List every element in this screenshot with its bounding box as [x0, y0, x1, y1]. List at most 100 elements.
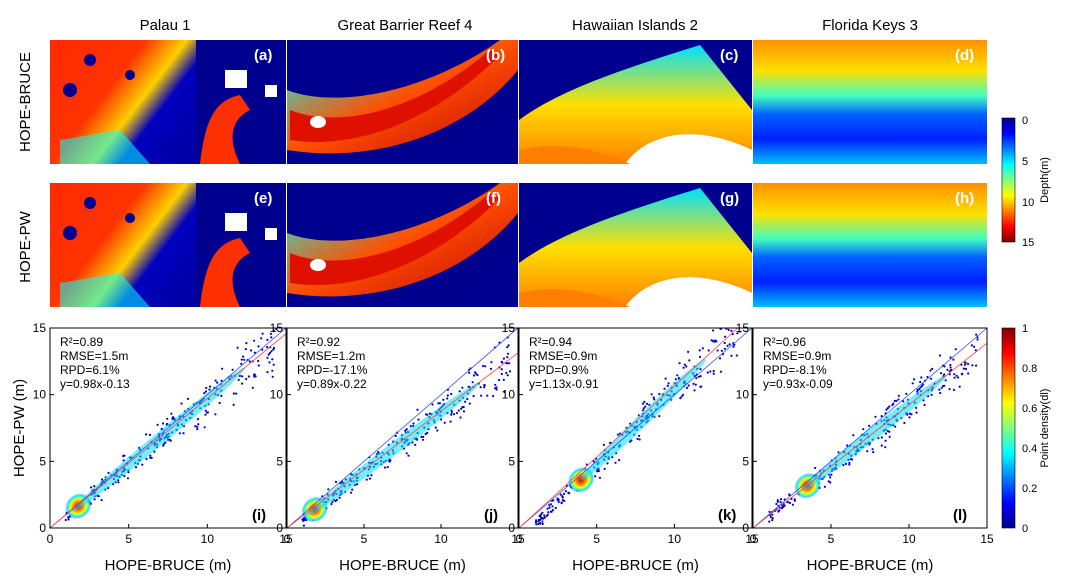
map-panel-g: [519, 183, 752, 307]
depth-colorbar-gradient: [1001, 117, 1016, 243]
scatter-point: [735, 354, 738, 357]
scatter-point: [957, 376, 960, 379]
scatter-point: [241, 382, 244, 385]
scatter-point: [718, 357, 722, 360]
scatter-point: [405, 452, 408, 455]
scatter-point: [711, 339, 714, 342]
scatter-point: [732, 345, 735, 348]
column-title-florida: Florida Keys 3: [822, 17, 918, 34]
scatter-point: [791, 503, 795, 506]
y-tick-label: 15: [270, 321, 284, 335]
scatter-point: [776, 499, 779, 502]
scatter-point: [679, 397, 682, 400]
scatter-point: [915, 406, 918, 409]
scatter-point: [963, 363, 967, 366]
scatter-point: [498, 378, 501, 382]
one-to-one-line: [286, 327, 519, 529]
density-band: [306, 381, 481, 517]
scatter-point: [973, 345, 976, 348]
stats-line: RMSE=0.9m: [529, 349, 597, 363]
scatter-point: [871, 448, 874, 451]
scatter-point: [877, 437, 880, 440]
y-tick-label: 0: [276, 521, 283, 535]
panel-label-f: (f): [486, 190, 501, 207]
scatter-point: [641, 402, 645, 405]
scatter-point: [551, 505, 554, 508]
scatter-point: [658, 392, 661, 396]
scatter-point: [779, 500, 782, 504]
scatter-point: [506, 374, 509, 377]
scatter-point: [663, 387, 666, 390]
scatter-point: [952, 388, 956, 391]
scatter-point: [349, 491, 353, 494]
scatter-point: [872, 451, 875, 454]
scatter-point: [245, 377, 248, 381]
scatter-point: [107, 471, 110, 474]
scatter-point: [67, 516, 70, 519]
scatter-point: [474, 371, 477, 374]
stats-line: R²=0.94: [529, 335, 572, 349]
scatter-point: [506, 362, 509, 365]
scatter-point: [251, 386, 254, 389]
scatter-point: [237, 378, 240, 381]
scatter-point: [241, 375, 244, 378]
scatter-point: [156, 423, 159, 426]
scatter-point: [549, 503, 552, 506]
scatter-point: [954, 348, 957, 351]
x-tick-label: 5: [828, 532, 835, 546]
scatter-point: [541, 511, 544, 514]
scatter-point: [253, 375, 256, 378]
scatter-point: [715, 340, 718, 343]
scatter-point: [958, 385, 961, 388]
scatter-point: [253, 351, 256, 354]
scatter-point: [946, 368, 949, 371]
scatter-point: [204, 409, 207, 412]
x-tick-label: 5: [593, 532, 600, 546]
scatter-point: [783, 504, 786, 507]
x-tick-label: 5: [361, 532, 368, 546]
stats-line: RPD=-17.1%: [297, 363, 368, 377]
column-title-gbr: Great Barrier Reef 4: [337, 17, 472, 34]
scatter-point: [880, 436, 883, 439]
stats-line: R²=0.89: [60, 335, 103, 349]
scatter-point: [771, 519, 774, 522]
scatter-point: [712, 369, 715, 373]
scatter-point: [846, 444, 849, 447]
scatter-point: [486, 394, 489, 397]
scatter-point: [706, 371, 709, 374]
y-tick-label: 5: [276, 454, 283, 468]
x-tick-label: 0: [47, 532, 54, 546]
scatter-point: [452, 413, 456, 416]
density-colorbar-tick: 1: [1022, 323, 1028, 335]
scatter-point: [275, 328, 278, 331]
scatter-point: [186, 397, 190, 400]
scatter-point: [683, 363, 687, 366]
scatter-point: [892, 402, 895, 405]
scatter-point: [414, 443, 417, 446]
scatter-point: [247, 375, 250, 378]
scatter-point: [334, 480, 338, 483]
scatter-point: [949, 366, 952, 369]
scatter-point: [952, 358, 955, 361]
scatter-point: [779, 498, 783, 501]
scatter-point: [884, 432, 888, 435]
scatter-point: [450, 411, 453, 414]
scatter-point: [243, 358, 246, 361]
y-tick-label: 10: [270, 388, 284, 402]
scatter-point: [420, 435, 423, 438]
scatter-point: [405, 428, 408, 431]
scatter-point: [884, 446, 887, 449]
scatter-point: [598, 476, 602, 479]
scatter-point: [700, 385, 703, 388]
scatter-panel: 0 5 10 15051015R²=0.89RMSE=1.5mRPD=6.1%y=0.…: [11, 321, 293, 574]
y-tick-label: 5: [742, 454, 749, 468]
scatter-point: [484, 365, 487, 368]
scatter-point: [638, 438, 641, 441]
density-colorbar: 0 0.2 0.4 0.6 0.8 1 Point density(dl): [1001, 323, 1051, 535]
scatter-point: [436, 429, 439, 432]
y-tick-label: 10: [736, 388, 750, 402]
scatter-point: [961, 373, 964, 376]
scatter-point: [949, 363, 952, 367]
scatter-point: [90, 486, 93, 489]
